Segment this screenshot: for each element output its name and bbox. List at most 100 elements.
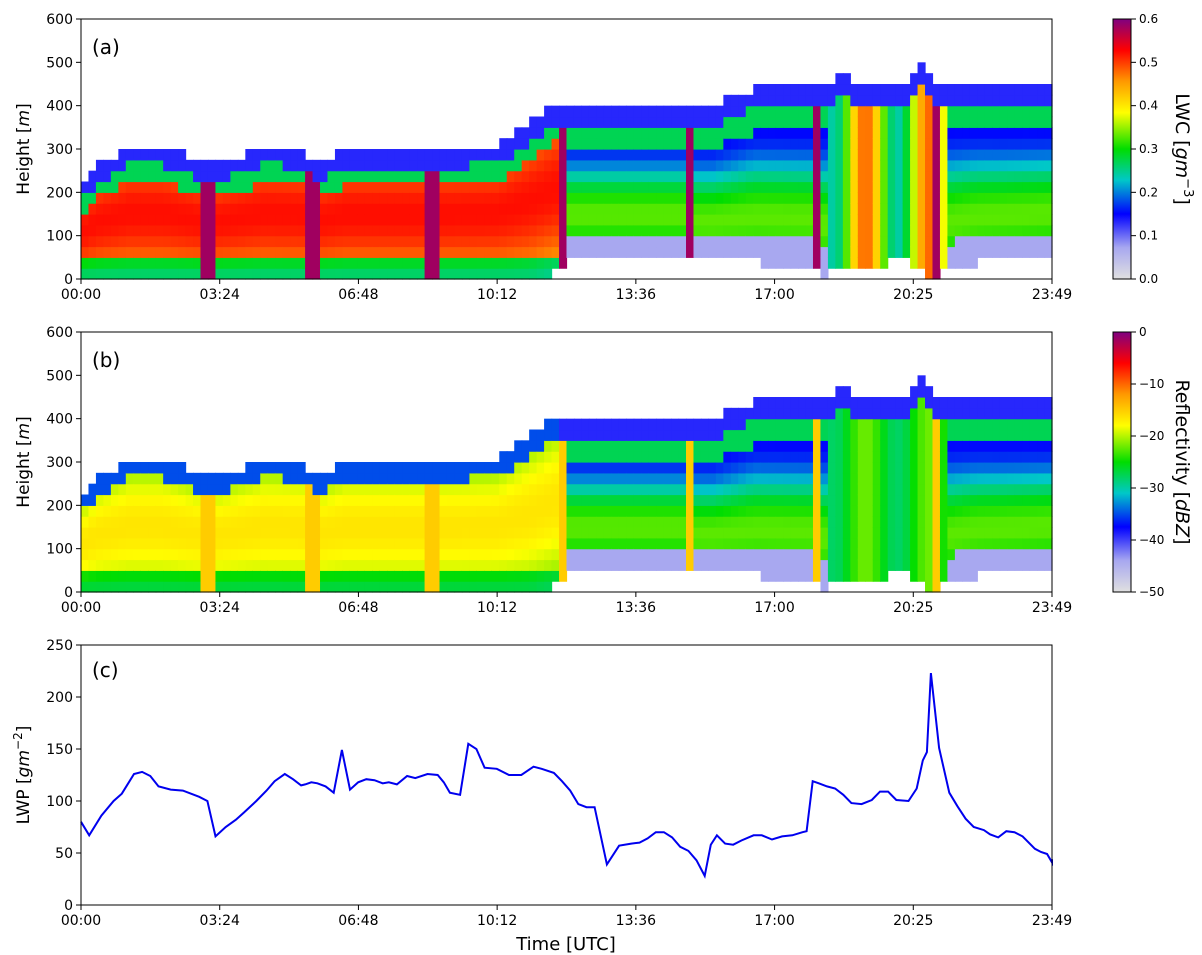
heatmap-cell (155, 149, 164, 161)
heatmap-cell (999, 418, 1008, 431)
heatmap-cell (775, 451, 784, 463)
heatmap-cell (260, 472, 269, 485)
heatmap-cell (275, 462, 284, 474)
heatmap-cell (708, 440, 717, 452)
heatmap-cell (364, 235, 373, 248)
heatmap-cell (611, 527, 620, 539)
heatmap-cell (334, 170, 344, 183)
heatmap-cell (999, 214, 1008, 226)
heatmap-cell (469, 548, 478, 561)
heatmap-cell (140, 203, 149, 215)
heatmap-cell (349, 472, 358, 485)
heatmap-cell (1022, 559, 1031, 571)
heatmap-cell (110, 159, 119, 172)
heatmap-cell (984, 440, 993, 452)
heatmap-cell (603, 483, 612, 496)
heatmap-cell (603, 527, 612, 539)
heatmap-cell (820, 537, 829, 550)
heatmap-cell (499, 505, 508, 517)
heatmap-cell (663, 418, 672, 431)
heatmap-cell (476, 268, 485, 280)
heatmap-cell (551, 451, 560, 463)
heatmap-cell (133, 149, 142, 161)
heatmap-cell (827, 548, 836, 561)
heatmap-cell (514, 127, 523, 139)
heatmap-cell (596, 159, 605, 172)
heatmap-cell (417, 581, 426, 593)
heatmap-cell (648, 559, 657, 571)
heatmap-cell (910, 116, 919, 128)
heatmap-cell (163, 548, 172, 561)
heatmap-cell (140, 516, 149, 528)
heatmap-cell (245, 149, 254, 161)
heatmap-cell (954, 224, 963, 237)
heatmap-cell (1044, 559, 1053, 571)
heatmap-cell (1014, 235, 1023, 248)
heatmap-cell (1022, 440, 1031, 452)
heatmap-cell (820, 94, 829, 107)
heatmap-cell (529, 203, 538, 215)
heatmap-cell (1014, 159, 1023, 172)
heatmap-cell (962, 246, 971, 258)
heatmap-cell (603, 127, 612, 139)
heatmap-cell (925, 268, 934, 280)
heatmap-cell (1044, 181, 1053, 193)
heatmap-cell (932, 440, 941, 452)
heatmap-cell (783, 451, 792, 463)
heatmap-cell (118, 181, 127, 193)
heatmap-cell (1007, 472, 1016, 485)
heatmap-cell (140, 214, 149, 226)
heatmap-cell (932, 94, 941, 107)
heatmap-cell (364, 149, 373, 161)
heatmap-cell (215, 581, 224, 593)
heatmap-cell (805, 214, 814, 226)
heatmap-cell (984, 105, 993, 118)
heatmap-cell (185, 170, 194, 183)
heatmap-cell (260, 268, 269, 280)
heatmap-cell (215, 224, 224, 237)
heatmap-cell (984, 94, 993, 107)
heatmap-cell (581, 440, 590, 452)
heatmap-cell (842, 527, 851, 539)
heatmap-cell (760, 203, 769, 215)
heatmap-cell (110, 494, 119, 506)
heatmap-cell (379, 462, 388, 474)
heatmap-cell (984, 407, 993, 420)
heatmap-cell (827, 105, 836, 118)
heatmap-cell (536, 192, 545, 204)
heatmap-cell (110, 548, 119, 561)
heatmap-cell (275, 516, 284, 528)
heatmap-cell (954, 105, 963, 118)
heatmap-cell (693, 203, 702, 215)
heatmap-cell (394, 537, 403, 550)
heatmap-cell (686, 181, 695, 193)
heatmap-cell (1029, 429, 1038, 441)
heatmap-cell (820, 235, 829, 248)
heatmap-cell (887, 494, 896, 506)
heatmap-cell (969, 192, 978, 204)
heatmap-cell (170, 516, 179, 528)
heatmap-cell (536, 440, 545, 452)
heatmap-cell (81, 559, 90, 571)
heatmap-cell (275, 235, 284, 248)
heatmap-cell (110, 516, 119, 528)
heatmap-cell (484, 483, 493, 496)
heatmap-cell (305, 505, 314, 517)
heatmap-cell (715, 246, 724, 258)
heatmap-cell (275, 181, 284, 193)
heatmap-cell (342, 462, 351, 474)
heatmap-cell (715, 170, 724, 183)
heatmap-cell (895, 407, 904, 420)
heatmap-cell (962, 494, 971, 506)
heatmap-cell (1007, 214, 1016, 226)
heatmap-cell (1037, 472, 1046, 485)
heatmap-cell (514, 257, 523, 269)
heatmap-cell (521, 246, 530, 258)
heatmap-cell (267, 257, 276, 269)
heatmap-cell (581, 246, 590, 258)
heatmap-cell (536, 127, 545, 139)
heatmap-cell (133, 483, 142, 496)
heatmap-cell (812, 537, 822, 550)
heatmap-cell (939, 84, 949, 96)
heatmap-cell (379, 181, 388, 193)
